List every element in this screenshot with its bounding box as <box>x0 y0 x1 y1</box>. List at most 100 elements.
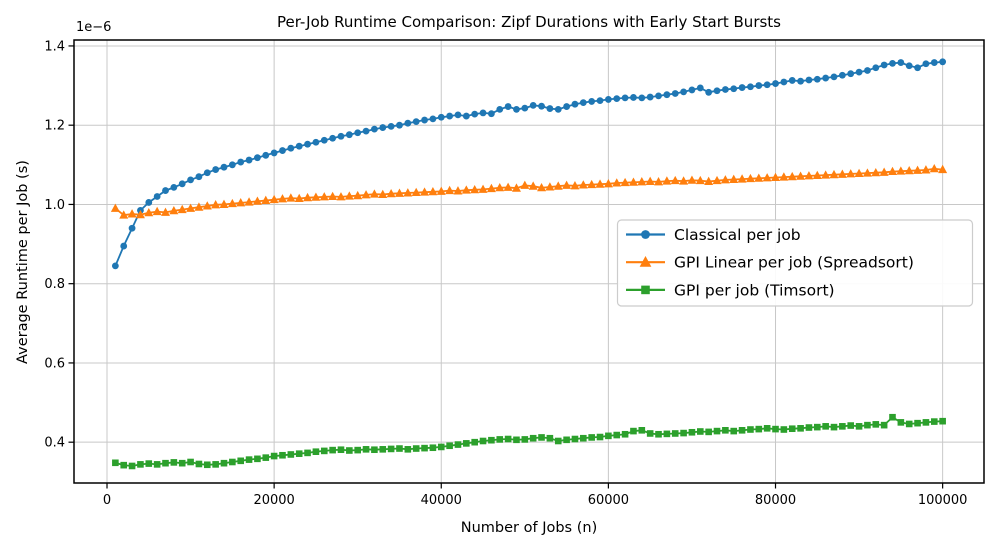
square-marker <box>797 425 804 432</box>
square-marker <box>563 436 570 444</box>
square-marker <box>396 445 403 452</box>
triangle-marker <box>420 187 430 196</box>
circle-marker <box>772 80 779 87</box>
x-axis-label: Number of Jobs (n) <box>460 520 598 536</box>
square-marker <box>855 423 863 430</box>
square-marker <box>813 423 821 431</box>
circle-marker <box>178 180 186 188</box>
square-marker <box>145 460 153 467</box>
circle-marker <box>747 83 754 91</box>
square-marker <box>930 418 938 425</box>
circle-marker <box>254 154 261 162</box>
square-marker <box>588 434 595 441</box>
square-marker <box>521 436 529 443</box>
square-marker <box>203 461 211 469</box>
triangle-marker <box>436 186 446 195</box>
triangle-marker <box>252 196 262 205</box>
triangle-marker <box>862 168 872 177</box>
triangle-marker <box>394 188 404 197</box>
circle-marker <box>429 115 437 123</box>
square-marker <box>646 430 654 437</box>
circle-marker <box>496 105 504 113</box>
circle-marker <box>663 91 671 99</box>
triangle-marker <box>169 205 179 215</box>
circle-marker <box>462 112 470 120</box>
triangle-marker <box>277 194 287 203</box>
triangle-marker <box>144 207 154 217</box>
axes-spines <box>73 39 985 484</box>
legend: Classical per job GPI Linear per job (Spr… <box>616 219 974 307</box>
y-axis-label: Average Runtime per Job (s) <box>15 160 31 364</box>
triangle-marker <box>603 179 613 188</box>
circle-marker <box>228 161 236 169</box>
circle-marker <box>596 97 604 105</box>
triangle-marker <box>319 192 329 201</box>
triangle-marker <box>303 192 313 202</box>
circle-marker <box>371 125 378 133</box>
circle-marker <box>421 116 428 124</box>
circle-marker <box>880 61 888 69</box>
triangle-marker <box>553 181 563 190</box>
triangle-marker <box>177 204 187 214</box>
square-marker <box>621 430 629 438</box>
circle-marker <box>279 147 286 154</box>
triangle-marker <box>344 191 354 200</box>
triangle-marker <box>595 179 605 188</box>
circle-marker <box>320 136 328 144</box>
square-marker <box>914 419 921 427</box>
square-marker <box>137 461 144 468</box>
circle-marker <box>788 77 796 84</box>
x-tick-label: 40000 <box>421 493 462 508</box>
square-marker <box>663 430 671 438</box>
triangle-marker <box>445 185 455 195</box>
square-marker <box>220 459 228 467</box>
series-classical <box>111 58 947 270</box>
square-marker <box>655 430 662 438</box>
legend-label: GPI Linear per job (Spreadsort) <box>674 254 914 272</box>
triangle-marker <box>854 168 864 178</box>
triangle-marker <box>353 190 363 200</box>
triangle-marker <box>537 182 547 192</box>
circle-marker <box>128 224 136 232</box>
triangle-marker <box>796 171 806 180</box>
circle-marker <box>262 151 270 159</box>
square-marker <box>471 438 478 446</box>
triangle-marker <box>211 200 221 209</box>
square-marker <box>513 436 520 444</box>
square-marker <box>463 440 470 447</box>
square-marker <box>596 433 604 441</box>
y-tick-label: 0.6 <box>44 356 65 371</box>
triangle-marker <box>887 166 897 176</box>
square-marker <box>187 458 194 466</box>
circle-marker <box>696 84 704 92</box>
triangle-marker <box>737 174 747 183</box>
square-marker <box>763 425 771 432</box>
y-tick-label: 1.0 <box>44 198 65 213</box>
circle-marker <box>513 105 520 113</box>
circle-marker <box>641 230 650 239</box>
circle-marker <box>613 95 621 103</box>
triangle-marker <box>871 167 881 177</box>
square-marker <box>362 446 370 453</box>
square-marker <box>270 452 278 460</box>
circle-marker <box>721 86 729 93</box>
circle-marker <box>237 158 245 166</box>
circle-marker <box>571 100 579 108</box>
square-marker <box>571 435 579 443</box>
triangle-marker <box>695 175 705 185</box>
square-marker <box>245 456 253 463</box>
legend-entry-classical: Classical per job <box>626 226 801 244</box>
circle-marker <box>270 149 278 157</box>
square-marker <box>755 425 763 433</box>
circle-marker <box>588 98 596 105</box>
square-marker <box>864 421 871 429</box>
square-marker <box>195 460 203 468</box>
circle-marker <box>471 110 479 118</box>
gpi-timsort-line <box>115 416 943 467</box>
triangle-marker <box>119 210 129 219</box>
triangle-marker <box>378 189 388 199</box>
square-marker <box>529 434 537 442</box>
circle-marker <box>646 93 654 101</box>
triangle-marker <box>486 183 496 193</box>
square-marker <box>337 446 345 454</box>
